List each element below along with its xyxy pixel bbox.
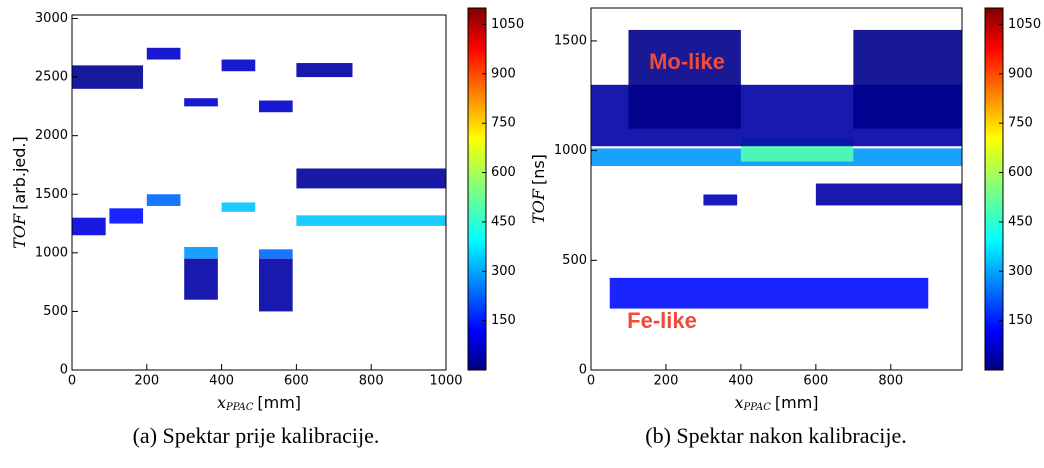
y-tick-label: 500 xyxy=(562,253,587,268)
colorbar-tick-label: 300 xyxy=(1008,264,1033,279)
x-tick-label: 600 xyxy=(284,374,309,389)
colorbar-tick-label: 750 xyxy=(491,116,516,131)
density-band xyxy=(853,29,962,129)
label-unit: [mm] xyxy=(257,393,301,412)
colorbar-tick-label: 450 xyxy=(491,214,516,229)
plot-frame xyxy=(71,14,447,371)
density-band xyxy=(109,208,144,224)
x-tick-label: 200 xyxy=(654,374,679,389)
colorbar-tick-label: 600 xyxy=(1008,165,1033,180)
caption: (a) Spektar prije kalibracije. xyxy=(133,423,380,448)
panel: 0 200 400 600 800 1000 0 500 1000 1500 2000 2500 300… xyxy=(10,7,524,448)
density-band xyxy=(221,59,256,72)
panel: 0 200 400 600 800 0 500 1000 1500 xPPAC [mm] TOF [ns… xyxy=(529,7,1041,448)
density-band xyxy=(259,258,293,312)
y-tick-label: 3000 xyxy=(35,11,68,26)
label-symbol: x xyxy=(217,393,226,412)
colorbar-tick-label: 750 xyxy=(1008,116,1033,131)
y-tick-label: 0 xyxy=(579,363,587,378)
colorbar xyxy=(984,7,1004,371)
density-band xyxy=(146,194,181,206)
y-tick-label: 2500 xyxy=(35,70,68,85)
label-symbol: TOF xyxy=(529,188,548,224)
y-axis-label: TOF [ns] xyxy=(529,154,548,224)
caption: (b) Spektar nakon kalibracije. xyxy=(645,423,906,448)
label-unit: [mm] xyxy=(775,393,819,412)
x-tick-label: 0 xyxy=(68,374,76,389)
density-band xyxy=(259,100,293,113)
x-tick-label: 0 xyxy=(587,374,595,389)
colorbar-tick-label: 600 xyxy=(491,165,516,180)
colorbar-tick-label: 1050 xyxy=(1008,17,1041,32)
colorbar-tick-label: 300 xyxy=(491,264,516,279)
density-band xyxy=(296,215,446,226)
colorbar-tick-label: 900 xyxy=(1008,66,1033,81)
density-band xyxy=(184,246,218,259)
density-band xyxy=(259,249,293,259)
x-axis-label: xPPAC [mm] xyxy=(734,393,818,413)
label-unit: [arb.jed.] xyxy=(10,136,29,210)
density-band xyxy=(703,194,738,206)
y-tick-label: 500 xyxy=(43,304,68,319)
density-band xyxy=(184,258,218,300)
colorbar xyxy=(467,7,487,371)
y-tick-label: 1500 xyxy=(35,187,68,202)
label-unit: [ns] xyxy=(529,154,548,185)
annotation: Fe-like xyxy=(627,308,697,333)
label-subscript: PPAC xyxy=(742,402,771,413)
density-band xyxy=(184,98,218,107)
colorbar-tick-label: 450 xyxy=(1008,214,1033,229)
density-band xyxy=(815,183,962,206)
annotation: Mo-like xyxy=(649,49,725,74)
density-band xyxy=(146,47,181,60)
label-subscript: PPAC xyxy=(225,402,254,413)
density-band xyxy=(221,202,256,212)
y-tick-label: 1000 xyxy=(554,143,587,158)
y-tick-label: 2000 xyxy=(35,128,68,143)
density-band xyxy=(296,63,353,78)
density-band xyxy=(609,277,929,309)
colorbar-tick-label: 150 xyxy=(1008,313,1033,328)
plot-frame xyxy=(590,7,963,371)
x-tick-label: 400 xyxy=(209,374,234,389)
label-symbol: x xyxy=(734,393,743,412)
x-tick-label: 800 xyxy=(359,374,384,389)
y-tick-label: 0 xyxy=(60,363,68,378)
y-axis-label: TOF [arb.jed.] xyxy=(10,136,29,249)
x-axis-label: xPPAC [mm] xyxy=(217,393,301,413)
density-band xyxy=(628,29,741,129)
x-tick-label: 800 xyxy=(878,374,903,389)
x-tick-label: 1000 xyxy=(429,374,462,389)
x-tick-label: 200 xyxy=(134,374,159,389)
colorbar-tick-label: 1050 xyxy=(491,17,524,32)
density-band xyxy=(72,217,106,236)
y-tick-label: 1500 xyxy=(554,33,587,48)
density-band xyxy=(72,65,144,89)
y-tick-label: 1000 xyxy=(35,245,68,260)
label-symbol: TOF xyxy=(10,213,29,249)
density-band xyxy=(296,168,446,189)
x-tick-label: 600 xyxy=(803,374,828,389)
colorbar-tick-label: 900 xyxy=(491,66,516,81)
x-tick-label: 400 xyxy=(728,374,753,389)
colorbar-tick-label: 150 xyxy=(491,313,516,328)
